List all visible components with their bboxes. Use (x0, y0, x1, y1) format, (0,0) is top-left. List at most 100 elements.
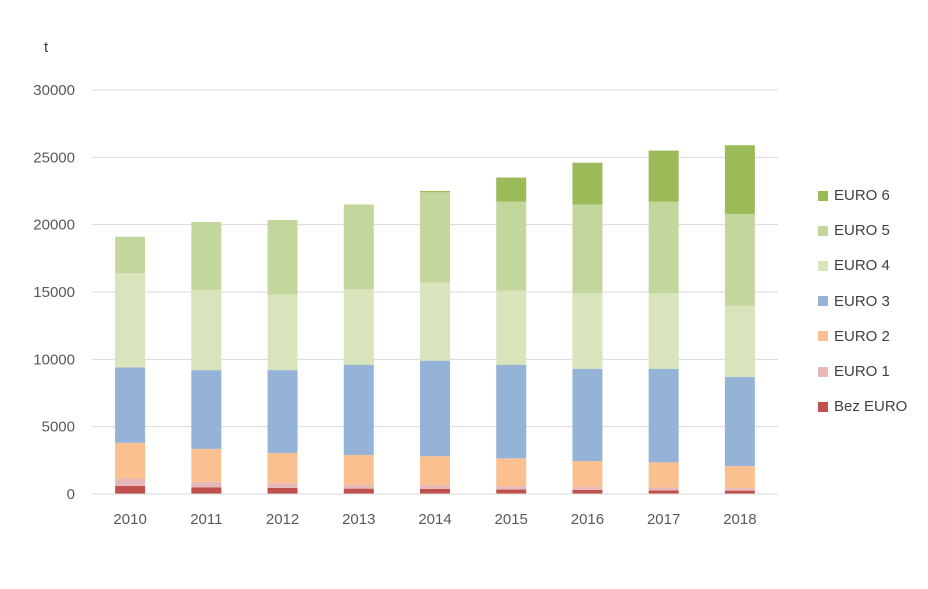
y-tick-label: 5000 (42, 419, 75, 436)
bar-segment-euro-4-2016 (572, 293, 603, 369)
bar-segment-euro-4-2018 (724, 305, 755, 377)
bar-segment-euro-6-2014 (420, 191, 450, 193)
bar-segment-bez-euro-2017 (648, 490, 679, 494)
bar-segment-euro-2-2011 (191, 448, 222, 482)
bar-segment-euro-4-2014 (420, 282, 450, 361)
bar-segment-bez-euro-2011 (191, 487, 222, 494)
bar-segment-bez-euro-2014 (420, 488, 450, 494)
bar-segment-euro-4-2017 (648, 293, 679, 369)
bar-segment-euro-2-2013 (343, 454, 374, 485)
legend-swatch (818, 225, 828, 236)
y-tick-label: 25000 (33, 149, 75, 166)
bar-segment-euro-1-2018 (724, 488, 755, 491)
bar-segment-euro-3-2011 (191, 370, 222, 449)
bar-segment-euro-5-2018 (724, 213, 755, 306)
legend-item-euro-2: EURO 2 (818, 319, 923, 354)
bar-segment-bez-euro-2016 (572, 489, 603, 494)
bar-segment-euro-4-2013 (343, 289, 374, 365)
legend-swatch (818, 401, 828, 412)
x-tick-label: 2010 (113, 511, 146, 528)
legend-item-euro-5: EURO 5 (818, 213, 923, 248)
bar-segment-bez-euro-2010 (115, 485, 146, 494)
legend-swatch (818, 190, 828, 201)
bar-segment-euro-3-2012 (267, 370, 298, 453)
bar-segment-euro-1-2015 (496, 486, 527, 490)
y-tick-label: 0 (67, 486, 75, 503)
bar-segment-euro-3-2018 (724, 376, 755, 467)
legend-label: EURO 5 (834, 222, 890, 240)
legend-label: EURO 6 (834, 187, 890, 205)
x-tick-label: 2017 (647, 511, 680, 528)
bar-segment-euro-5-2017 (648, 201, 679, 294)
legend-item-euro-3: EURO 3 (818, 284, 923, 319)
y-tick-label: 20000 (33, 217, 75, 234)
bar-segment-euro-5-2012 (267, 219, 298, 295)
bar-segment-euro-2-2016 (572, 461, 603, 487)
legend-label: EURO 1 (834, 363, 890, 381)
legend-item-euro-4: EURO 4 (818, 248, 923, 283)
bar-segment-euro-3-2016 (572, 368, 603, 462)
x-axis-tick-labels: 2010 2011 2012 2013 2014 2015 2016 2017 2018 (113, 511, 756, 528)
legend-item-euro-6: EURO 6 (818, 178, 923, 213)
bar-segment-euro-5-2011 (191, 221, 222, 290)
bar-segment-bez-euro-2013 (343, 488, 374, 494)
x-tick-label: 2015 (495, 511, 528, 528)
bar-segment-euro-4-2010 (115, 273, 146, 368)
bar-segment-euro-5-2016 (572, 204, 603, 294)
bar-segment-euro-6-2018 (724, 145, 755, 214)
bar-segment-euro-3-2010 (115, 367, 146, 443)
y-tick-label: 30000 (33, 82, 75, 99)
bar-segment-euro-5-2015 (496, 201, 527, 291)
bar-segment-euro-3-2015 (496, 364, 527, 459)
x-tick-label: 2012 (266, 511, 299, 528)
legend-swatch (818, 366, 828, 377)
bar-segment-euro-2-2014 (420, 456, 450, 486)
legend-swatch (818, 296, 828, 307)
bar-segment-euro-2-2012 (267, 452, 298, 484)
bar-segment-euro-2-2018 (724, 466, 755, 489)
x-tick-label: 2014 (418, 511, 451, 528)
legend: EURO 6 EURO 5 EURO 4 EURO 3 EURO 2 EURO 1 Bez … (818, 178, 923, 424)
legend-item-bez-euro: Bez EURO (818, 389, 923, 424)
legend-swatch (818, 260, 828, 271)
x-tick-label: 2013 (342, 511, 375, 528)
legend-label: EURO 3 (834, 292, 890, 310)
bar-segment-euro-1-2013 (343, 484, 374, 489)
legend-item-euro-1: EURO 1 (818, 354, 923, 389)
y-tick-label: 10000 (33, 351, 75, 368)
legend-label: Bez EURO (834, 398, 908, 416)
y-axis-unit-label: t (44, 39, 49, 56)
bar-segment-bez-euro-2018 (724, 490, 755, 494)
bar-segment-euro-3-2013 (343, 364, 374, 455)
bar-segment-bez-euro-2012 (267, 487, 298, 494)
legend-label: EURO 2 (834, 327, 890, 345)
bar-segment-euro-1-2012 (267, 483, 298, 488)
bar-segment-euro-2-2017 (648, 462, 679, 488)
x-tick-label: 2018 (723, 511, 756, 528)
bar-segment-euro-2-2010 (115, 442, 146, 479)
bar-segment-euro-5-2010 (115, 236, 146, 274)
bar-segment-euro-3-2017 (648, 368, 679, 463)
legend-label: EURO 4 (834, 257, 890, 275)
bar-segment-euro-6-2017 (648, 150, 679, 202)
bar-segment-euro-4-2011 (191, 289, 222, 371)
bar-stacks (115, 145, 755, 494)
bar-segment-euro-1-2017 (648, 487, 679, 491)
x-tick-label: 2016 (571, 511, 604, 528)
y-axis-tick-labels: 0 5000 10000 15000 20000 25000 30000 (33, 82, 75, 503)
bar-segment-euro-1-2010 (115, 478, 146, 486)
bar-segment-euro-5-2014 (420, 192, 450, 283)
x-tick-label: 2011 (190, 511, 222, 528)
bar-segment-euro-6-2016 (572, 162, 603, 205)
bar-segment-euro-4-2012 (267, 294, 298, 371)
y-tick-label: 15000 (33, 284, 75, 301)
legend-swatch (818, 331, 828, 342)
bar-segment-euro-3-2014 (420, 360, 450, 457)
bar-segment-bez-euro-2015 (496, 489, 527, 494)
bar-segment-euro-2-2015 (496, 458, 527, 487)
bar-segment-euro-5-2013 (343, 204, 374, 290)
bar-segment-euro-4-2015 (496, 290, 527, 365)
bar-segment-euro-1-2016 (572, 486, 603, 490)
bar-segment-euro-1-2014 (420, 485, 450, 489)
